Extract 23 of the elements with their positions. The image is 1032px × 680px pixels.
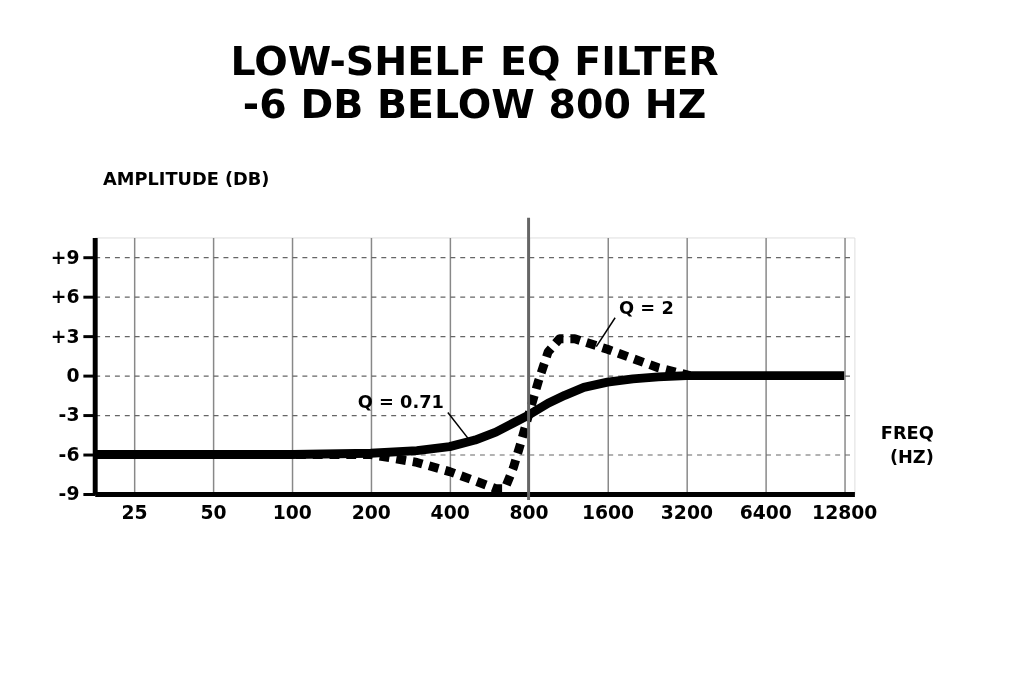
annotation: Q = 2: [619, 297, 674, 318]
x-axis-title: FREQ (HZ): [880, 423, 934, 467]
x-tick-label: 100: [272, 502, 312, 524]
x-tick-label: 50: [200, 502, 227, 524]
y-tick-label: -9: [58, 483, 80, 505]
x-tick-label: 6400: [739, 502, 792, 524]
chart-title: LOW-SHELF EQ FILTER: [230, 37, 719, 84]
x-tick-label: 200: [351, 502, 391, 524]
chart-subtitle: -6 DB BELOW 800 HZ: [242, 81, 707, 128]
x-tick-label: 1600: [581, 502, 635, 524]
x-tick-label: 3200: [660, 502, 713, 524]
y-tick-label: 0: [66, 365, 80, 387]
y-tick-label: +6: [50, 286, 80, 308]
y-tick-label: -6: [58, 443, 80, 465]
y-axis-title: AMPLITUDE (DB): [103, 168, 270, 189]
annotation: Q = 0.71: [357, 392, 444, 413]
x-tick-label: 800: [509, 502, 549, 524]
y-tick-label: +3: [50, 325, 80, 347]
y-tick-label: +9: [50, 246, 80, 268]
x-tick-label: 400: [430, 502, 470, 524]
x-tick-label: 12800: [812, 502, 878, 524]
y-tick-label: -3: [58, 404, 80, 426]
x-tick-label: 25: [121, 502, 148, 524]
